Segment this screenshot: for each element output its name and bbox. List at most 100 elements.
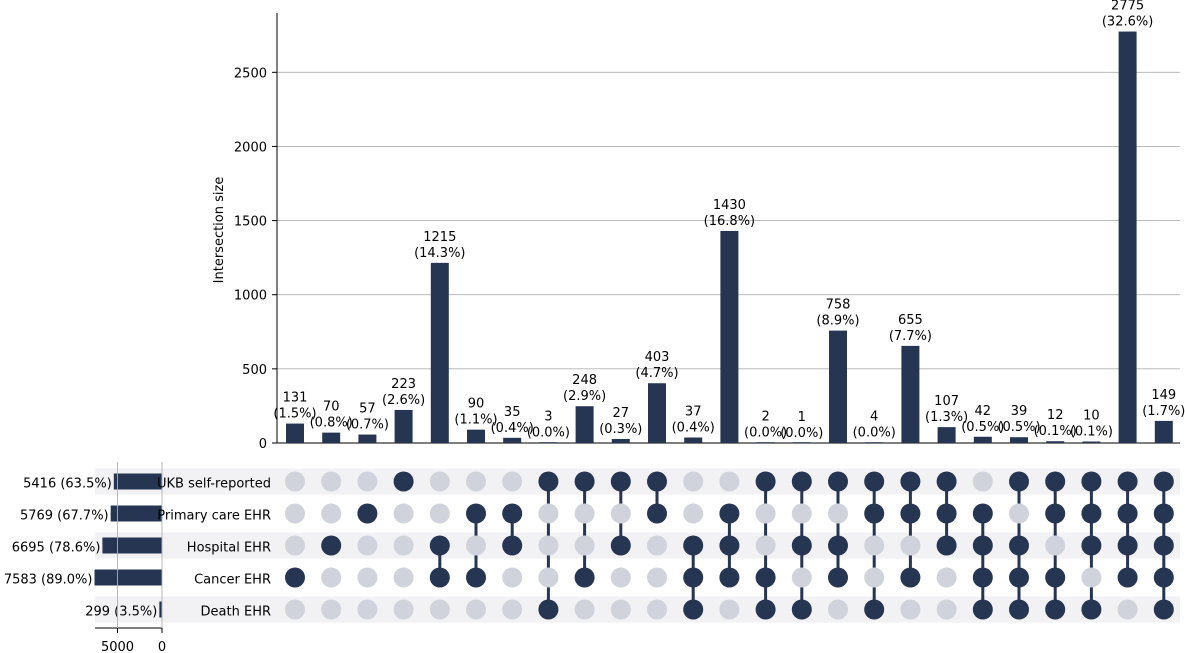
matrix-dot-inactive (719, 471, 740, 492)
intersection-bar (539, 442, 558, 443)
set-size-bar (113, 473, 162, 490)
matrix-dot-inactive (393, 503, 414, 524)
intersection-bar (575, 406, 594, 443)
matrix-dot-inactive (502, 471, 523, 492)
matrix-dot-active (683, 599, 704, 620)
intersection-bar (720, 230, 739, 443)
set-size-bar (94, 569, 162, 586)
intersection-bar (1154, 420, 1173, 443)
bar-value-label: 1215 (423, 230, 456, 245)
matrix-dot-inactive (755, 503, 776, 524)
matrix-dot-inactive (647, 599, 667, 620)
matrix-dot-active (755, 599, 776, 620)
y-tick-label: 1500 (234, 215, 267, 230)
matrix-dot-inactive (1117, 599, 1138, 620)
bar-value-label: 2775 (1111, 0, 1144, 14)
matrix-dot-active (393, 471, 414, 492)
bar-percent-label: (14.3%) (414, 246, 465, 261)
matrix-dot-active (936, 503, 957, 524)
matrix-dot-active (755, 471, 776, 492)
set-size-bars: 5416 (63.5%) 5769 (67.7%) 6695 (78.6%) 7583… (4, 473, 162, 620)
bar-percent-label: (0.3%) (599, 422, 642, 437)
intersection-bar (1118, 31, 1137, 443)
intersection-bar (611, 438, 630, 443)
set-name-label: Death EHR (201, 605, 271, 620)
y-tick-label: 1000 (234, 289, 267, 304)
matrix-dot-active (1045, 503, 1066, 524)
set-size-label: 5416 (63.5%) (23, 477, 112, 492)
matrix-dot-inactive (683, 503, 704, 524)
intersection-bar (1046, 441, 1065, 443)
matrix-dot-active (574, 471, 595, 492)
matrix-dot-active (1009, 471, 1029, 492)
matrix-dot-inactive (828, 599, 848, 620)
set-name-label: Hospital EHR (187, 541, 271, 556)
matrix-dot-inactive (393, 535, 414, 556)
matrix-dot-active (1009, 599, 1029, 620)
matrix-dot-active (610, 471, 631, 492)
matrix-dot-inactive (610, 599, 631, 620)
matrix-dot-inactive (429, 503, 450, 524)
matrix-dot-inactive (900, 599, 921, 620)
matrix-dot-active (1153, 535, 1174, 556)
membership-matrix (285, 471, 1174, 620)
matrix-dot-active (864, 599, 885, 620)
bar-percent-label: (0.0%) (780, 426, 823, 441)
set-size-label: 7583 (89.0%) (4, 573, 93, 588)
bar-percent-label: (2.6%) (382, 393, 425, 408)
matrix-dot-active (936, 471, 957, 492)
bar-percent-label: (1.7%) (1142, 404, 1185, 419)
matrix-dot-active (1117, 567, 1138, 588)
matrix-dot-active (1117, 535, 1138, 556)
set-size-label: 6695 (78.6%) (12, 541, 101, 556)
matrix-dot-active (429, 535, 450, 556)
matrix-dot-active (828, 471, 848, 492)
intersection-bar (467, 429, 485, 443)
bar-percent-label: (0.5%) (997, 420, 1040, 435)
matrix-row-band (95, 532, 1180, 559)
matrix-dot-inactive (357, 471, 378, 492)
matrix-row-bands (95, 468, 1180, 623)
matrix-dot-inactive (1081, 567, 1102, 588)
matrix-dot-inactive (610, 503, 631, 524)
bar-value-label: 27 (613, 406, 630, 421)
bar-value-label: 37 (685, 405, 702, 420)
set-names: UKB self-reported Primary care EHR Hospita… (157, 477, 271, 620)
matrix-dot-active (719, 503, 740, 524)
bar-value-label: 223 (391, 377, 416, 392)
bar-value-label: 149 (1151, 388, 1176, 403)
matrix-dot-active (466, 503, 486, 524)
bar-value-label: 1430 (713, 198, 746, 213)
matrix-dot-inactive (574, 599, 595, 620)
matrix-dot-active (755, 567, 776, 588)
matrix-dot-active (683, 567, 704, 588)
matrix-dot-active (502, 503, 523, 524)
matrix-dot-active (828, 567, 848, 588)
bar-percent-label: (1.5%) (273, 407, 316, 422)
bar-percent-label: (32.6%) (1102, 15, 1153, 30)
matrix-dot-inactive (538, 503, 559, 524)
bar-percent-label: (8.9%) (816, 314, 859, 329)
bar-value-label: 12 (1047, 408, 1064, 423)
set-size-tick-label: 5000 (101, 640, 134, 653)
matrix-dot-active (1045, 471, 1066, 492)
matrix-dot-inactive (864, 567, 885, 588)
matrix-dot-active (1045, 567, 1066, 588)
matrix-dot-inactive (791, 503, 812, 524)
matrix-dot-inactive (466, 471, 486, 492)
intersection-bar (901, 345, 920, 443)
bar-percent-label: (0.8%) (310, 416, 353, 431)
intersection-bar (937, 427, 956, 443)
intersection-bar (1010, 437, 1028, 443)
bar-value-label: 3 (544, 410, 552, 425)
intersection-bar (1082, 441, 1101, 443)
bar-value-label: 42 (975, 404, 992, 419)
matrix-dot-inactive (429, 599, 450, 620)
bar-percent-label: (0.0%) (853, 425, 896, 440)
intersection-bar (503, 437, 522, 443)
bar-value-label: 1 (798, 410, 806, 425)
y-tick-label: 2000 (234, 140, 267, 155)
matrix-dot-active (1153, 471, 1174, 492)
bar-percent-label: (1.3%) (925, 410, 968, 425)
y-axis-label: Intersection size (212, 177, 227, 284)
